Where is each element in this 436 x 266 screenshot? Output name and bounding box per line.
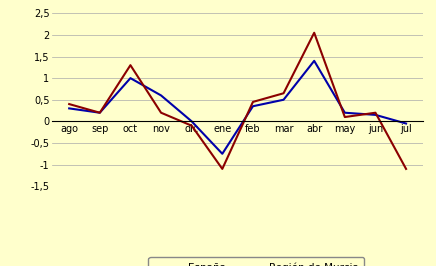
España [128,77,133,80]
Región de Murcia [281,92,286,95]
Región de Murcia [312,31,317,34]
España [220,152,225,155]
Región de Murcia [342,115,347,119]
España [403,122,409,125]
Región de Murcia [67,102,72,106]
Región de Murcia [403,167,409,171]
España [250,105,255,108]
España [67,107,72,110]
Región de Murcia [250,100,255,103]
España [342,111,347,114]
España [373,113,378,117]
Región de Murcia [97,111,102,114]
Región de Murcia [158,111,164,114]
Legend: España, Región de Murcia: España, Región de Murcia [149,257,364,266]
España [97,111,102,114]
Región de Murcia [373,111,378,114]
Región de Murcia [189,124,194,127]
Line: Región de Murcia: Región de Murcia [69,33,406,169]
Región de Murcia [128,64,133,67]
España [281,98,286,101]
España [189,120,194,123]
España [158,94,164,97]
Región de Murcia [220,167,225,171]
España [312,59,317,63]
Line: España: España [69,61,406,154]
